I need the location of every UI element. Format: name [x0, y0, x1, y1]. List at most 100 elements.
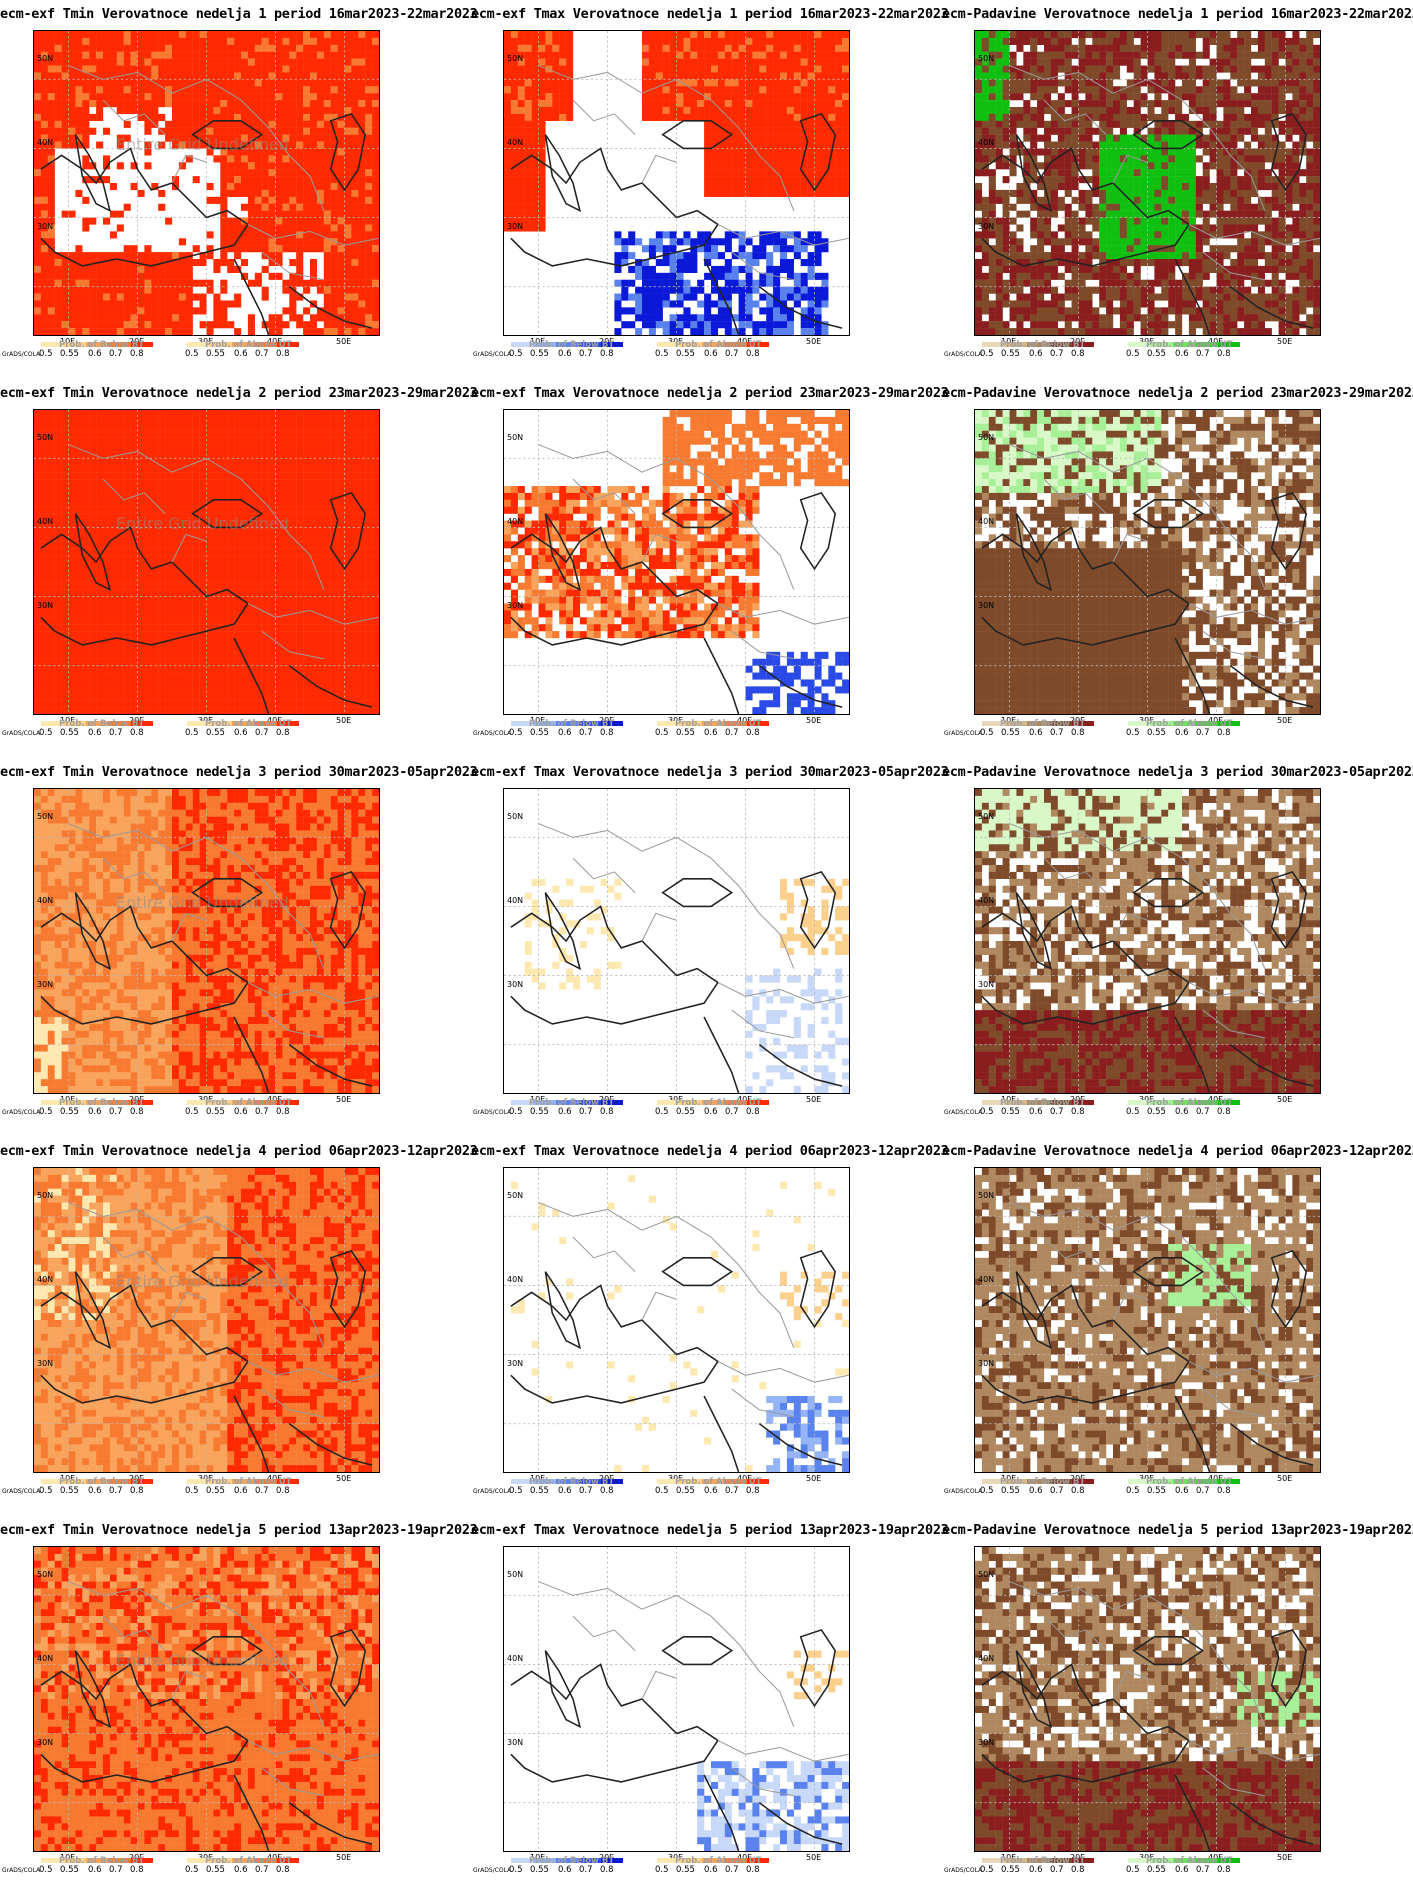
probability-cell — [1016, 107, 1024, 115]
probability-cell — [1078, 79, 1086, 87]
probability-cell — [1092, 51, 1100, 59]
probability-cell — [1106, 107, 1114, 115]
probability-cell — [137, 31, 145, 39]
probability-cell — [344, 148, 352, 156]
probability-cell — [1188, 286, 1196, 294]
probability-cell — [793, 231, 801, 239]
probability-cell — [975, 183, 983, 191]
probability-cell — [330, 196, 338, 204]
probability-cell — [89, 265, 97, 273]
probability-cell — [538, 141, 546, 149]
probability-cell — [247, 79, 255, 87]
probability-cell — [1030, 169, 1038, 177]
probability-cell — [1106, 51, 1114, 59]
probability-cell — [759, 93, 767, 101]
probability-cell — [524, 44, 532, 52]
probability-cell — [1257, 272, 1265, 280]
probability-cell — [289, 79, 297, 87]
probability-cell — [1237, 203, 1245, 211]
probability-cell — [524, 210, 532, 218]
probability-cell — [807, 141, 815, 149]
probability-cell — [531, 148, 539, 156]
probability-cell — [759, 307, 767, 315]
probability-cell — [1147, 148, 1155, 156]
probability-cell — [842, 58, 849, 66]
probability-cell — [1223, 107, 1231, 115]
probability-cell — [365, 328, 373, 335]
probability-cell — [648, 72, 656, 80]
probability-cell — [289, 134, 297, 142]
probability-cell — [268, 134, 276, 142]
probability-cell — [130, 265, 138, 273]
probability-cell — [793, 293, 801, 301]
probability-cell — [731, 141, 739, 149]
probability-cell — [1161, 72, 1169, 80]
probability-cell — [1085, 127, 1093, 135]
probability-cell — [538, 58, 546, 66]
colorbar-tick-label: 0.7 — [255, 349, 276, 359]
probability-cell — [365, 113, 373, 121]
probability-cell — [1119, 127, 1127, 135]
probability-cell — [1223, 113, 1231, 121]
probability-cell — [800, 113, 808, 121]
probability-cell — [1313, 107, 1320, 115]
probability-cell — [310, 58, 318, 66]
probability-cell — [1099, 113, 1107, 121]
probability-cell — [185, 265, 193, 273]
probability-cell — [1099, 65, 1107, 73]
probability-cell — [800, 65, 808, 73]
probability-cell — [89, 37, 97, 45]
probability-cell — [1044, 134, 1052, 142]
probability-cell — [1023, 307, 1031, 315]
probability-cell — [358, 196, 366, 204]
probability-cell — [1182, 176, 1190, 184]
probability-cell — [185, 259, 193, 267]
probability-cell — [316, 65, 324, 73]
probability-cell — [1313, 93, 1320, 101]
probability-cell — [835, 65, 843, 73]
probability-cell — [988, 259, 996, 267]
colorbar-segment — [578, 342, 601, 347]
probability-cell — [1271, 72, 1279, 80]
probability-cell — [711, 245, 719, 253]
probability-cell — [247, 328, 255, 335]
probability-cell — [628, 279, 636, 287]
probability-cell — [1133, 93, 1141, 101]
probability-cell — [89, 252, 97, 260]
probability-cell — [1133, 79, 1141, 87]
probability-cell — [988, 183, 996, 191]
probability-cell — [372, 162, 379, 170]
probability-cell — [669, 65, 677, 73]
probability-cell — [1113, 196, 1121, 204]
probability-cell — [282, 58, 290, 66]
probability-cell — [1071, 79, 1079, 87]
probability-cell — [337, 272, 345, 280]
probability-cell — [1175, 259, 1183, 267]
probability-cell — [793, 58, 801, 66]
probability-cell — [116, 314, 124, 322]
probability-cell — [1044, 203, 1052, 211]
probability-cell — [1306, 259, 1314, 267]
probability-cell — [669, 113, 677, 121]
probability-cell — [517, 113, 525, 121]
probability-cell — [172, 72, 180, 80]
probability-cell — [123, 100, 131, 108]
probability-cell — [1002, 196, 1010, 204]
probability-cell — [103, 155, 111, 163]
country-border — [1112, 154, 1148, 184]
probability-cell — [835, 93, 843, 101]
probability-cell — [1119, 272, 1127, 280]
probability-cell — [724, 120, 732, 128]
probability-cell — [303, 238, 311, 246]
probability-cell — [96, 307, 104, 315]
probability-cell — [1113, 328, 1121, 335]
colorbar-tick-label: 0.8 — [600, 349, 621, 359]
probability-cell — [323, 31, 331, 39]
probability-cell — [351, 79, 359, 87]
probability-cell — [1175, 286, 1183, 294]
probability-cell — [185, 321, 193, 329]
probability-cell — [1037, 314, 1045, 322]
probability-cell — [337, 321, 345, 329]
probability-cell — [738, 93, 746, 101]
probability-cell — [1161, 44, 1169, 52]
